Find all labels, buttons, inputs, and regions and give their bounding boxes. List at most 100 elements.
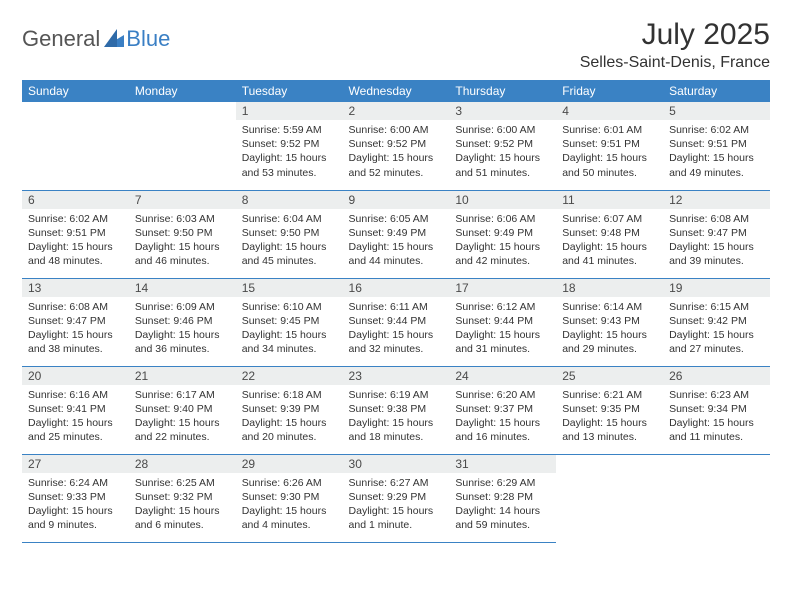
- sunset-line: Sunset: 9:34 PM: [669, 402, 764, 416]
- header: General Blue July 2025 Selles-Saint-Deni…: [22, 18, 770, 72]
- day-number: 7: [129, 191, 236, 209]
- sunset-line: Sunset: 9:47 PM: [669, 226, 764, 240]
- sunset-line: Sunset: 9:49 PM: [349, 226, 444, 240]
- day-number: 15: [236, 279, 343, 297]
- day-body: Sunrise: 6:12 AMSunset: 9:44 PMDaylight:…: [449, 297, 556, 361]
- day-body: Sunrise: 6:11 AMSunset: 9:44 PMDaylight:…: [343, 297, 450, 361]
- calendar-cell: 31Sunrise: 6:29 AMSunset: 9:28 PMDayligh…: [449, 454, 556, 542]
- sunset-line: Sunset: 9:42 PM: [669, 314, 764, 328]
- day-number: 26: [663, 367, 770, 385]
- sunset-line: Sunset: 9:43 PM: [562, 314, 657, 328]
- sunset-line: Sunset: 9:32 PM: [135, 490, 230, 504]
- day-body: Sunrise: 6:23 AMSunset: 9:34 PMDaylight:…: [663, 385, 770, 449]
- day-number: 29: [236, 455, 343, 473]
- calendar-row: 1Sunrise: 5:59 AMSunset: 9:52 PMDaylight…: [22, 102, 770, 190]
- day-number: 1: [236, 102, 343, 120]
- logo-mark-icon: [104, 29, 124, 50]
- day-body: Sunrise: 6:00 AMSunset: 9:52 PMDaylight:…: [449, 120, 556, 184]
- daylight-line: Daylight: 15 hours and 11 minutes.: [669, 416, 764, 444]
- sunrise-line: Sunrise: 6:29 AM: [455, 476, 550, 490]
- daylight-line: Daylight: 15 hours and 42 minutes.: [455, 240, 550, 268]
- sunrise-line: Sunrise: 6:04 AM: [242, 212, 337, 226]
- day-body: Sunrise: 6:17 AMSunset: 9:40 PMDaylight:…: [129, 385, 236, 449]
- sunset-line: Sunset: 9:44 PM: [455, 314, 550, 328]
- calendar-cell: 27Sunrise: 6:24 AMSunset: 9:33 PMDayligh…: [22, 454, 129, 542]
- day-body: Sunrise: 6:26 AMSunset: 9:30 PMDaylight:…: [236, 473, 343, 537]
- daylight-line: Daylight: 15 hours and 39 minutes.: [669, 240, 764, 268]
- daylight-line: Daylight: 15 hours and 44 minutes.: [349, 240, 444, 268]
- day-number: 28: [129, 455, 236, 473]
- day-number: 12: [663, 191, 770, 209]
- daylight-line: Daylight: 15 hours and 51 minutes.: [455, 151, 550, 179]
- day-body: Sunrise: 5:59 AMSunset: 9:52 PMDaylight:…: [236, 120, 343, 184]
- sunset-line: Sunset: 9:49 PM: [455, 226, 550, 240]
- calendar-cell: 25Sunrise: 6:21 AMSunset: 9:35 PMDayligh…: [556, 366, 663, 454]
- sunset-line: Sunset: 9:50 PM: [135, 226, 230, 240]
- day-body: Sunrise: 6:27 AMSunset: 9:29 PMDaylight:…: [343, 473, 450, 537]
- daylight-line: Daylight: 15 hours and 45 minutes.: [242, 240, 337, 268]
- sunrise-line: Sunrise: 6:23 AM: [669, 388, 764, 402]
- day-number: 22: [236, 367, 343, 385]
- day-number: 30: [343, 455, 450, 473]
- calendar-cell: 4Sunrise: 6:01 AMSunset: 9:51 PMDaylight…: [556, 102, 663, 190]
- calendar-cell: 20Sunrise: 6:16 AMSunset: 9:41 PMDayligh…: [22, 366, 129, 454]
- daylight-line: Daylight: 15 hours and 1 minute.: [349, 504, 444, 532]
- day-number: 24: [449, 367, 556, 385]
- day-number: 3: [449, 102, 556, 120]
- daylight-line: Daylight: 15 hours and 6 minutes.: [135, 504, 230, 532]
- day-number: 8: [236, 191, 343, 209]
- sunset-line: Sunset: 9:52 PM: [242, 137, 337, 151]
- sunset-line: Sunset: 9:39 PM: [242, 402, 337, 416]
- day-body: Sunrise: 6:20 AMSunset: 9:37 PMDaylight:…: [449, 385, 556, 449]
- sunset-line: Sunset: 9:29 PM: [349, 490, 444, 504]
- calendar-cell: 24Sunrise: 6:20 AMSunset: 9:37 PMDayligh…: [449, 366, 556, 454]
- calendar-cell: 21Sunrise: 6:17 AMSunset: 9:40 PMDayligh…: [129, 366, 236, 454]
- calendar-cell: 11Sunrise: 6:07 AMSunset: 9:48 PMDayligh…: [556, 190, 663, 278]
- sunrise-line: Sunrise: 6:18 AM: [242, 388, 337, 402]
- sunrise-line: Sunrise: 6:26 AM: [242, 476, 337, 490]
- day-body: Sunrise: 6:01 AMSunset: 9:51 PMDaylight:…: [556, 120, 663, 184]
- calendar-table: SundayMondayTuesdayWednesdayThursdayFrid…: [22, 80, 770, 543]
- calendar-cell: 26Sunrise: 6:23 AMSunset: 9:34 PMDayligh…: [663, 366, 770, 454]
- daylight-line: Daylight: 15 hours and 27 minutes.: [669, 328, 764, 356]
- sunrise-line: Sunrise: 6:16 AM: [28, 388, 123, 402]
- daylight-line: Daylight: 15 hours and 20 minutes.: [242, 416, 337, 444]
- daylight-line: Daylight: 15 hours and 48 minutes.: [28, 240, 123, 268]
- weekday-header: Friday: [556, 80, 663, 102]
- daylight-line: Daylight: 15 hours and 50 minutes.: [562, 151, 657, 179]
- day-number: 18: [556, 279, 663, 297]
- calendar-cell: 13Sunrise: 6:08 AMSunset: 9:47 PMDayligh…: [22, 278, 129, 366]
- day-body: Sunrise: 6:16 AMSunset: 9:41 PMDaylight:…: [22, 385, 129, 449]
- sunset-line: Sunset: 9:52 PM: [349, 137, 444, 151]
- calendar-cell: 29Sunrise: 6:26 AMSunset: 9:30 PMDayligh…: [236, 454, 343, 542]
- calendar-row: 20Sunrise: 6:16 AMSunset: 9:41 PMDayligh…: [22, 366, 770, 454]
- weekday-header: Saturday: [663, 80, 770, 102]
- calendar-cell-empty: [22, 102, 129, 190]
- day-body: Sunrise: 6:00 AMSunset: 9:52 PMDaylight:…: [343, 120, 450, 184]
- calendar-cell: 19Sunrise: 6:15 AMSunset: 9:42 PMDayligh…: [663, 278, 770, 366]
- daylight-line: Daylight: 15 hours and 13 minutes.: [562, 416, 657, 444]
- day-body: Sunrise: 6:06 AMSunset: 9:49 PMDaylight:…: [449, 209, 556, 273]
- calendar-cell: 7Sunrise: 6:03 AMSunset: 9:50 PMDaylight…: [129, 190, 236, 278]
- sunset-line: Sunset: 9:38 PM: [349, 402, 444, 416]
- calendar-row: 6Sunrise: 6:02 AMSunset: 9:51 PMDaylight…: [22, 190, 770, 278]
- calendar-cell-empty: [663, 454, 770, 542]
- daylight-line: Daylight: 14 hours and 59 minutes.: [455, 504, 550, 532]
- daylight-line: Daylight: 15 hours and 31 minutes.: [455, 328, 550, 356]
- calendar-cell: 2Sunrise: 6:00 AMSunset: 9:52 PMDaylight…: [343, 102, 450, 190]
- sunset-line: Sunset: 9:50 PM: [242, 226, 337, 240]
- daylight-line: Daylight: 15 hours and 4 minutes.: [242, 504, 337, 532]
- day-number: 20: [22, 367, 129, 385]
- sunrise-line: Sunrise: 6:10 AM: [242, 300, 337, 314]
- calendar-cell: 8 Sunrise: 6:04 AMSunset: 9:50 PMDaylight…: [236, 190, 343, 278]
- sunrise-line: Sunrise: 6:14 AM: [562, 300, 657, 314]
- sunrise-line: Sunrise: 6:01 AM: [562, 123, 657, 137]
- month-title: July 2025: [580, 18, 770, 52]
- logo-text-general: General: [22, 26, 100, 52]
- day-number: 31: [449, 455, 556, 473]
- day-body: Sunrise: 6:03 AMSunset: 9:50 PMDaylight:…: [129, 209, 236, 273]
- sunrise-line: Sunrise: 6:21 AM: [562, 388, 657, 402]
- sunset-line: Sunset: 9:52 PM: [455, 137, 550, 151]
- daylight-line: Daylight: 15 hours and 52 minutes.: [349, 151, 444, 179]
- day-body: Sunrise: 6:14 AMSunset: 9:43 PMDaylight:…: [556, 297, 663, 361]
